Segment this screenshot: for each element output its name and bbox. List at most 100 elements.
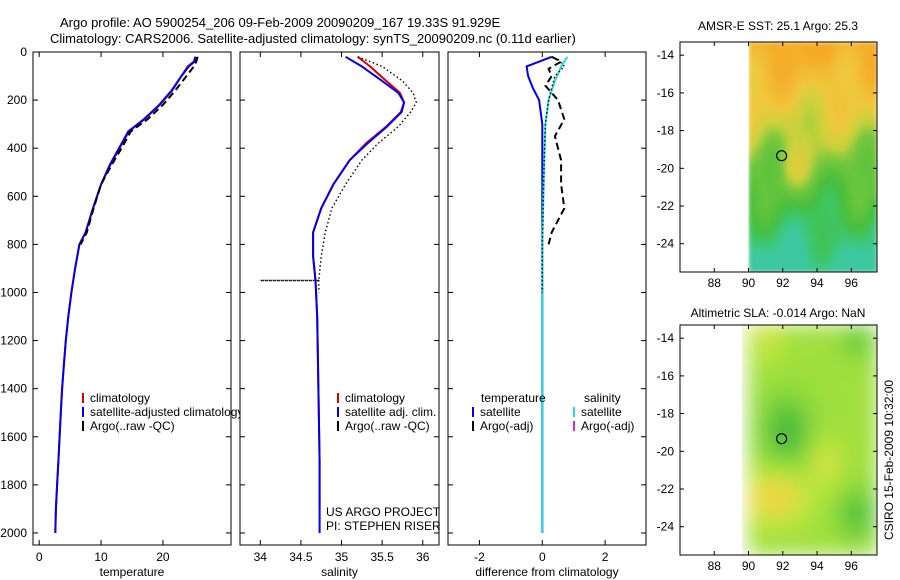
sst-map-cell (839, 162, 846, 169)
sst-map-cell (759, 251, 766, 257)
sla-map-cell (866, 408, 873, 415)
sst-map-cell (759, 68, 766, 74)
sla-map-cell (807, 434, 814, 441)
salinity-series-group (259, 55, 417, 533)
sst-map-cell (818, 115, 825, 122)
sla-map-cell (802, 507, 808, 514)
salinity-axes-box (239, 51, 440, 546)
sst-map-cell (844, 214, 851, 221)
sla-map-cell (775, 539, 782, 546)
sla-map-cell (834, 518, 841, 525)
sla-map-cell (796, 518, 803, 525)
sst-map-cell (807, 219, 814, 226)
sla-map-cell (780, 518, 787, 525)
sla-map-cell (764, 398, 771, 405)
sst-map-cell (807, 78, 814, 85)
sst-map-cell (850, 120, 857, 127)
sla-map-cell (828, 392, 835, 399)
sst-map-cell (855, 198, 862, 205)
sst-map-cell (844, 146, 851, 153)
sla-map-cell (823, 424, 830, 431)
sla-map-cell (769, 413, 776, 420)
sst-map-cell (850, 219, 857, 226)
sst-map-cell (796, 256, 803, 263)
sla-map-cell (871, 392, 877, 399)
sst-map-cell (748, 130, 755, 137)
sla-map-cell (828, 372, 835, 378)
sla-map-cell (834, 335, 841, 342)
sst-map-cell (802, 204, 808, 210)
sla-map-cell (855, 424, 862, 431)
sla-map-cell (828, 413, 835, 420)
sla-map-cell (812, 487, 819, 493)
sla-map-cell (844, 434, 851, 441)
sst-map-cell (785, 204, 792, 210)
sla-map-cell (769, 507, 776, 514)
sst-map-cell (871, 115, 877, 122)
sst-map-cell (855, 68, 862, 74)
sla-map-cell (748, 377, 755, 384)
depth-tick-label: 800 (7, 237, 27, 251)
sst-map-cell (828, 57, 835, 64)
sst-map-cell (844, 183, 851, 189)
sst-map-cell (812, 115, 819, 122)
sla-map-cell (785, 335, 792, 342)
sla-map-cell (796, 471, 803, 478)
sst-map-cell (791, 245, 798, 252)
sla-map-cell (775, 351, 782, 357)
sla-map-cell (844, 471, 851, 478)
sla-map-cell (823, 466, 830, 472)
sst-map-cell (785, 162, 792, 169)
sst-map-cell (748, 104, 755, 111)
sla-map-cell (812, 434, 819, 441)
sla-map-cell (871, 513, 877, 520)
sla-map-cell (807, 481, 814, 488)
sst-map-cell (855, 157, 862, 163)
sla-map-cell (785, 424, 792, 431)
sst-map-cell (807, 130, 814, 137)
sla-map-cell (818, 345, 825, 352)
sst-map-cell (866, 219, 873, 226)
sst-map-cell (850, 256, 857, 263)
sst-map-cell (818, 172, 825, 179)
sla-map-cell (828, 455, 835, 462)
sla-map-cell (791, 434, 798, 441)
sla-map-argo-marker (775, 433, 788, 445)
sla-map-cell (807, 502, 814, 509)
sla-map-cell (802, 534, 808, 540)
sst-map-cell (748, 120, 755, 127)
sst-map-cell (828, 172, 835, 179)
sst-map-cell (791, 224, 798, 231)
sst-map-cell (807, 115, 814, 122)
sst-map-cell (866, 57, 873, 64)
sst-map-cell (775, 266, 782, 272)
sst-map-cell (753, 136, 760, 142)
sst-map-cell (860, 141, 867, 148)
sla-map-cell (759, 544, 766, 551)
sla-map-cell (860, 429, 867, 436)
difference-xtick-label: -2 (474, 550, 485, 564)
sla-map-cell (807, 366, 814, 373)
sst-map-cell (785, 83, 792, 90)
sla-map-cell (775, 387, 782, 394)
sla-map-cell (759, 476, 766, 483)
sla-map-cell (834, 419, 841, 425)
sla-map-cell (807, 419, 814, 425)
sst-map-cell (748, 42, 755, 48)
sla-map-cell (818, 523, 825, 530)
sst-map-cell (769, 89, 776, 95)
sla-map-cell (764, 413, 771, 420)
sst-map-cell (791, 183, 798, 189)
sla-map-cell (764, 387, 771, 394)
sst-map-cell (823, 193, 830, 200)
sst-map-cell (823, 214, 830, 221)
sla-map-cell (828, 528, 835, 535)
sla-map-cell (775, 372, 782, 378)
difference-line-temperature-argo-adj- (544, 55, 566, 245)
sla-map-cell (866, 450, 873, 457)
sla-map-cell (855, 403, 862, 410)
sla-map-cell (844, 403, 851, 410)
sst-map-cell (764, 78, 771, 85)
sst-map-cell (818, 266, 825, 272)
sla-map-cell (812, 466, 819, 472)
